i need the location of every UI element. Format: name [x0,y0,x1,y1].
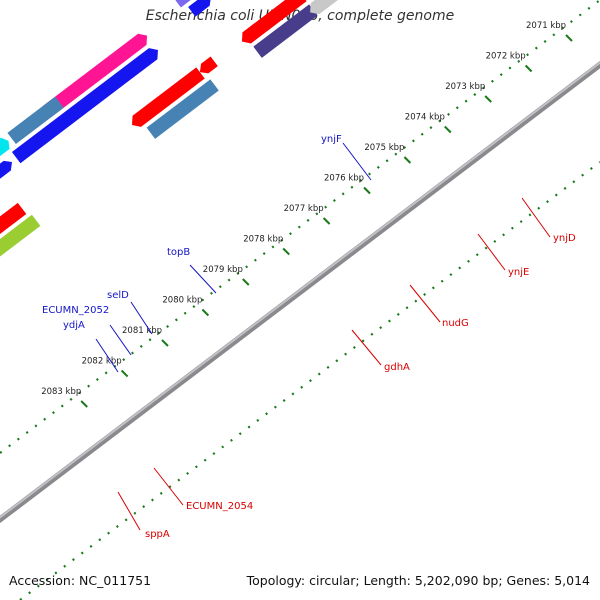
tick-mark [120,369,129,378]
label-gdhA: gdhA [384,362,410,373]
tick-mark [403,156,412,164]
tick-mark [524,64,533,73]
label-ECUMN_2052: ECUMN_2052 [42,305,109,316]
tick-mark [484,95,492,103]
tick-label: 2076 kbp [324,174,364,184]
inner-tick-scale [19,161,600,600]
tick-label: 2080 kbp [162,296,202,306]
label-leaders [95,142,551,531]
tick-label: 2075 kbp [364,143,404,153]
tick-label: 2079 kbp [203,265,243,275]
forward-strand-features [0,0,214,187]
genome-backbone [0,60,600,524]
gene-ynjE[interactable] [253,4,318,58]
tick-mark [242,278,250,286]
tick-mark [565,34,573,42]
accession-text: Accession: NC_011751 [9,573,152,588]
gene-gdhA[interactable] [146,79,219,139]
label-selD: selD [107,290,129,301]
tick-label: 2078 kbp [243,235,283,245]
outer-tick-scale [0,0,600,454]
label-ynjF: ynjF [321,134,342,145]
tick-mark [80,400,88,408]
tick-mark [161,339,169,347]
gene-ynjF[interactable] [175,0,202,8]
label-ynjE: ynjE [508,267,529,278]
gene-feature-red-6[interactable] [238,0,307,47]
gene-selD[interactable] [7,96,64,145]
reverse-strand-features [0,0,415,293]
label-ynjD: ynjD [553,233,576,244]
tick-label: 2074 kbp [405,113,445,123]
label-topB: topB [167,247,190,258]
gene-feature-blue-2[interactable] [11,44,162,164]
tick-mark [282,247,290,256]
tick-mark [201,308,210,317]
tick-label: 2071 kbp [526,21,566,31]
label-ECUMN_2054: ECUMN_2054 [186,501,253,512]
gene-feature-blue-1[interactable] [188,0,214,17]
tick-label: 2082 kbp [82,357,122,367]
genome-backbone-highlight [0,61,600,519]
tick-label: 2072 kbp [486,52,526,62]
tick-mark [444,125,452,134]
label-ydjA: ydjA [63,320,85,331]
gene-ydjA[interactable] [0,157,16,187]
gene-topB[interactable] [42,30,151,118]
gene-ECUMN_2052[interactable] [0,135,13,168]
gene-ynjD[interactable] [306,0,415,18]
gene-nudG[interactable] [196,56,218,77]
genome-summary-text: Topology: circular; Length: 5,202,090 bp… [246,573,590,588]
tick-label: 2073 kbp [445,82,485,92]
tick-label: 2077 kbp [284,204,324,214]
gene-sppA[interactable] [0,214,41,293]
tick-mark [363,186,371,195]
tick-label: 2081 kbp [122,326,162,336]
gene-ECUMN_2054[interactable] [0,202,27,278]
label-nudG: nudG [442,318,469,329]
tick-mark [322,217,331,225]
gene-feature-red-5[interactable] [128,67,205,130]
label-sppA: sppA [145,529,170,540]
tick-label: 2083 kbp [41,387,81,397]
